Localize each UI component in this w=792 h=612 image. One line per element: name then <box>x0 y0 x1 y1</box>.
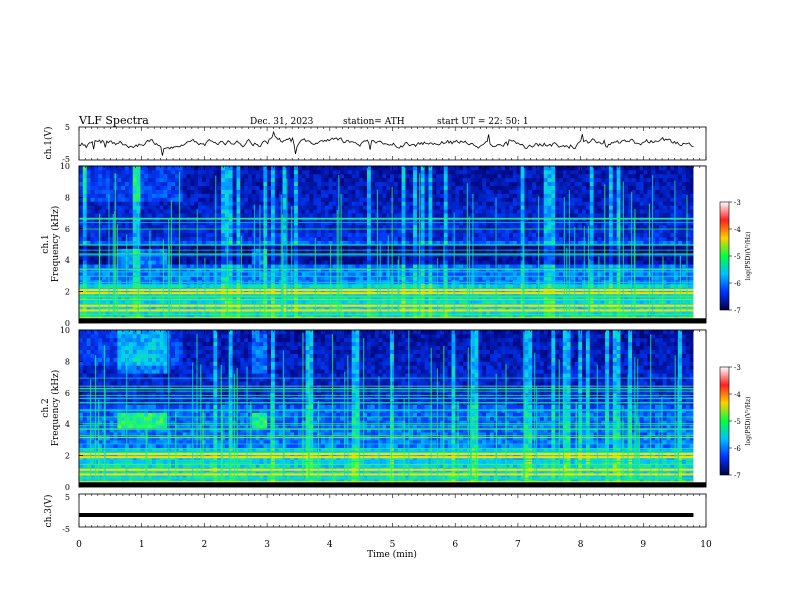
figure-start-ut: start UT = 22: 50: 1 <box>437 117 529 127</box>
ch2-spec-ytick: 4 <box>65 420 70 429</box>
colorbar-tick-label: -7 <box>734 307 741 315</box>
ch3-wave-ylabel: ch.3(V) <box>43 495 54 528</box>
ch1-spec-ytick: 10 <box>60 162 70 171</box>
ch1-spectrogram-panel: 0 2 4 6 8 10 ch.1 Frequency (kHz) <box>41 162 707 328</box>
x-tick-label: 3 <box>264 540 270 550</box>
x-tick-label: 7 <box>515 540 521 550</box>
ch1-spec-ytick: 4 <box>65 256 70 265</box>
x-tick-label: 5 <box>390 540 396 550</box>
colorbar-tick-label: -3 <box>734 364 741 372</box>
ch1-waveform-panel: 5 -5 ch.1(V) <box>43 123 707 164</box>
colorbar-ch2-label: log(PSD)(V²/Hz) <box>745 397 752 446</box>
x-axis-label: Time (min) <box>367 549 417 560</box>
colorbar-ch2: -3 -4 -5 -6 -7 log(PSD)(V²/Hz) <box>719 364 752 480</box>
x-tick-label: 10 <box>700 540 712 550</box>
figure-title: VLF Spectra <box>78 114 149 127</box>
ch1-waveform-line <box>78 130 694 156</box>
ch2-spectrogram <box>79 330 706 488</box>
ch1-spec-ylabel: Frequency (kHz) <box>50 206 61 283</box>
colorbar-tick-label: -6 <box>734 280 741 288</box>
figure-date: Dec. 31, 2023 <box>250 117 314 127</box>
ch1-wave-ylabel: ch.1(V) <box>43 127 54 160</box>
figure-station: station= ATH <box>343 117 405 127</box>
ch2-spec-ytick: 10 <box>60 326 70 335</box>
ch1-spectrogram <box>79 166 706 324</box>
x-tick-label: 1 <box>139 540 145 550</box>
x-tick-label: 2 <box>202 540 208 550</box>
colorbar-tick-label: -3 <box>734 199 741 207</box>
x-tick-label: 6 <box>452 540 458 550</box>
colorbar-tick-label: -4 <box>734 226 741 234</box>
ch2-spec-ytick: 6 <box>65 389 70 398</box>
colorbar-tick-label: -7 <box>734 472 741 480</box>
ch3-wave-ytick-top: 5 <box>65 493 70 502</box>
ch2-spec-ytick: 0 <box>65 483 70 492</box>
ch1-spec-ytick: 8 <box>65 193 70 202</box>
x-tick-label: 9 <box>640 540 646 550</box>
colorbar-tick-label: -5 <box>734 418 741 426</box>
colorbar-tick-label: -6 <box>734 445 741 453</box>
ch3-wave-ytick-bottom: -5 <box>62 525 70 534</box>
ch1-wave-ytick-bottom: -5 <box>62 155 70 164</box>
ch2-spec-ytick: 8 <box>65 357 70 366</box>
x-tick-label: 8 <box>578 540 584 550</box>
ch2-spec-ylabel: Frequency (kHz) <box>50 370 61 447</box>
ch1-wave-ytick-top: 5 <box>65 123 70 132</box>
colorbar-ch1: -3 -4 -5 -6 -7 log(PSD)(V²/Hz) <box>719 199 752 315</box>
ch2-spec-ytick: 2 <box>65 452 70 461</box>
ch1-spec-ylabel-channel: ch.1 <box>41 234 51 253</box>
x-tick-label: 4 <box>327 540 333 550</box>
ch3-waveform-panel: 5 -5 ch.3(V) <box>43 493 707 534</box>
ch1-spec-ytick: 0 <box>65 319 70 328</box>
ch1-spec-ytick: 6 <box>65 225 70 234</box>
colorbar-ch1-label: log(PSD)(V²/Hz) <box>745 232 752 281</box>
ch1-spec-ytick: 2 <box>65 288 70 297</box>
colorbar-tick-label: -4 <box>734 391 741 399</box>
ch2-spec-ylabel-channel: ch.2 <box>41 398 51 417</box>
colorbar-tick-label: -5 <box>734 253 741 261</box>
x-tick-label: 0 <box>76 540 82 550</box>
ch2-spectrogram-panel: 0 2 4 6 8 10 ch.2 Frequency (kHz) <box>41 326 707 492</box>
time-axis: 0 1 2 3 4 5 6 7 8 9 10 <box>76 127 712 550</box>
